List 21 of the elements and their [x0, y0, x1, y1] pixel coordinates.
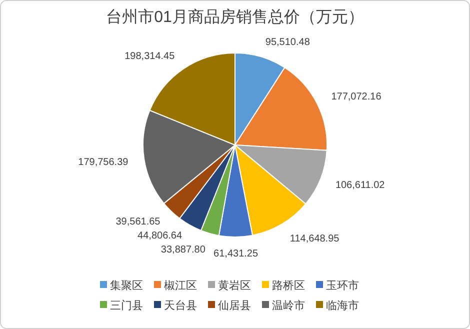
data-label: 179,756.39: [78, 156, 129, 168]
chart-title: 台州市01月商品房销售总价（万元）: [106, 8, 364, 26]
legend-label: 玉环市: [326, 278, 359, 292]
legend-label: 仙居县: [218, 300, 251, 312]
data-label: 33,887.80: [160, 244, 206, 256]
data-label: 114,648.95: [290, 233, 340, 244]
legend-label: 黄岩区: [218, 278, 251, 292]
data-label: 95,510.48: [265, 36, 310, 48]
data-label: 39,561.65: [116, 216, 161, 228]
legend-label: 天台县: [164, 298, 197, 312]
data-label: 61,431.25: [214, 248, 258, 260]
legend-label: 椒江区: [164, 280, 197, 292]
legend-label: 临海市: [326, 298, 359, 312]
data-label: 44,806.64: [138, 230, 182, 242]
legend-label: 路桥区: [272, 280, 305, 292]
data-label: 106,611.02: [335, 180, 386, 192]
legend-label: 三门县: [110, 298, 143, 312]
data-label: 198,314.45: [124, 50, 176, 62]
legend-label: 温岭市: [272, 298, 305, 312]
data-label: 177,072.16: [331, 91, 382, 102]
legend-label: 集聚区: [110, 280, 143, 292]
